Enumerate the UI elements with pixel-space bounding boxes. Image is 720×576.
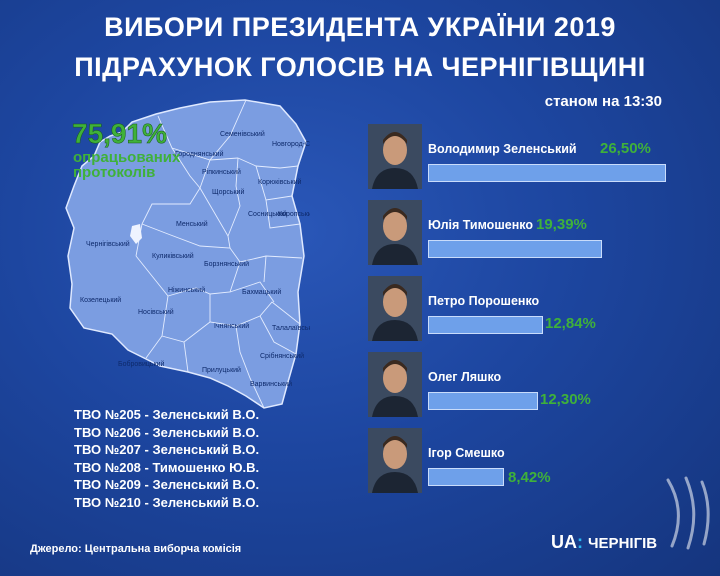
logo-colon: : (577, 532, 583, 552)
chernihiv-region-map: Семенівський Новгород-Сіверський Городня… (65, 99, 310, 409)
candidate-name: Олег Ляшко (428, 370, 502, 384)
candidate-bar (428, 468, 504, 486)
source-note: Джерело: Центральна виборча комісія (30, 543, 242, 555)
map-label: Сосницький (248, 210, 287, 218)
processed-protocols-label-line-1: опрацьованих (73, 149, 181, 166)
processed-protocols-percent: 75,91% (72, 118, 167, 150)
candidate-bar (428, 164, 666, 182)
map-label: Ріпкинський (202, 168, 241, 176)
map-label: Талалаївський (272, 324, 310, 332)
candidate-bar (428, 316, 543, 334)
candidate-name: Ігор Смешко (428, 446, 505, 460)
logo-city: ЧЕРНІГІВ (588, 535, 658, 552)
as-of-time: станом на 13:30 (544, 93, 662, 110)
district-row: ТВО №210 - Зеленський В.О. (74, 494, 260, 510)
processed-protocols-label-line-2: протоколів (73, 164, 156, 181)
candidate-percent-label: 26,50% (600, 140, 651, 157)
district-row: ТВО №206 - Зеленський В.О. (74, 424, 260, 440)
title-line-1: ВИБОРИ ПРЕЗИДЕНТА УКРАЇНИ 2019 (104, 12, 616, 42)
map-label: Ніжинський (168, 286, 205, 294)
candidate-photo (368, 276, 422, 341)
district-row: ТВО №209 - Зеленський В.О. (74, 477, 260, 492)
candidate-photo (368, 352, 422, 417)
map-label: Ічнянський (214, 322, 249, 330)
candidate-photo (368, 200, 422, 265)
map-label: Борзнянський (204, 260, 249, 268)
map-label: Носівський (138, 308, 174, 316)
map-label: Менський (176, 220, 208, 228)
candidate-percent-label: 12,30% (540, 391, 591, 408)
suspilne-watermark-icon (666, 476, 710, 550)
map-label: Щорський (212, 188, 244, 196)
map-label: Новгород-Сіверський (272, 140, 310, 148)
map-label: Корюківський (258, 178, 301, 186)
district-winners-list: ТВО №205 - Зеленський В.О. ТВО №206 - Зе… (74, 406, 259, 511)
candidate-name: Володимир Зеленський (428, 142, 577, 156)
map-label: Городнянський (175, 150, 224, 158)
map-label: Козелецький (80, 296, 121, 304)
candidate-percent-label: 8,42% (508, 469, 551, 486)
map-label: Прилуцький (202, 366, 241, 374)
map-label: Срібнянський (260, 352, 304, 360)
map-label: Куликівський (152, 252, 194, 260)
candidate-name: Юлія Тимошенко (428, 218, 533, 232)
logo-ua: UA (551, 532, 577, 552)
map-label: Чернігівський (86, 240, 130, 248)
map-label: Коропський (278, 210, 310, 218)
processed-protocols-label: опрацьованих протоколів (73, 150, 180, 180)
district-row: ТВО №207 - Зеленський В.О. (74, 442, 260, 457)
map-label: Варвинський (250, 380, 292, 388)
district-row: ТВО №208 - Тимошенко Ю.В. (74, 459, 260, 475)
candidate-percent-label: 12,84% (545, 315, 596, 332)
candidate-photo (368, 428, 422, 493)
candidate-name: Петро Порошенко (428, 294, 540, 308)
candidate-photo (368, 124, 422, 189)
map-label: Бобровицький (118, 360, 165, 368)
candidate-percent-label: 19,39% (536, 216, 587, 233)
map-label: Семенівський (220, 130, 265, 138)
map-label: Бахмацький (242, 288, 281, 296)
district-row: ТВО №205 - Зеленський В.О. (74, 407, 260, 422)
candidate-bar (428, 240, 602, 258)
region-outline (65, 99, 307, 409)
title-line-2: ПІДРАХУНОК ГОЛОСІВ НА ЧЕРНІГІВЩИНІ (74, 52, 646, 82)
ua-chernihiv-logo: UA: ЧЕРНІГІВ (551, 532, 657, 553)
candidate-bar (428, 392, 538, 410)
